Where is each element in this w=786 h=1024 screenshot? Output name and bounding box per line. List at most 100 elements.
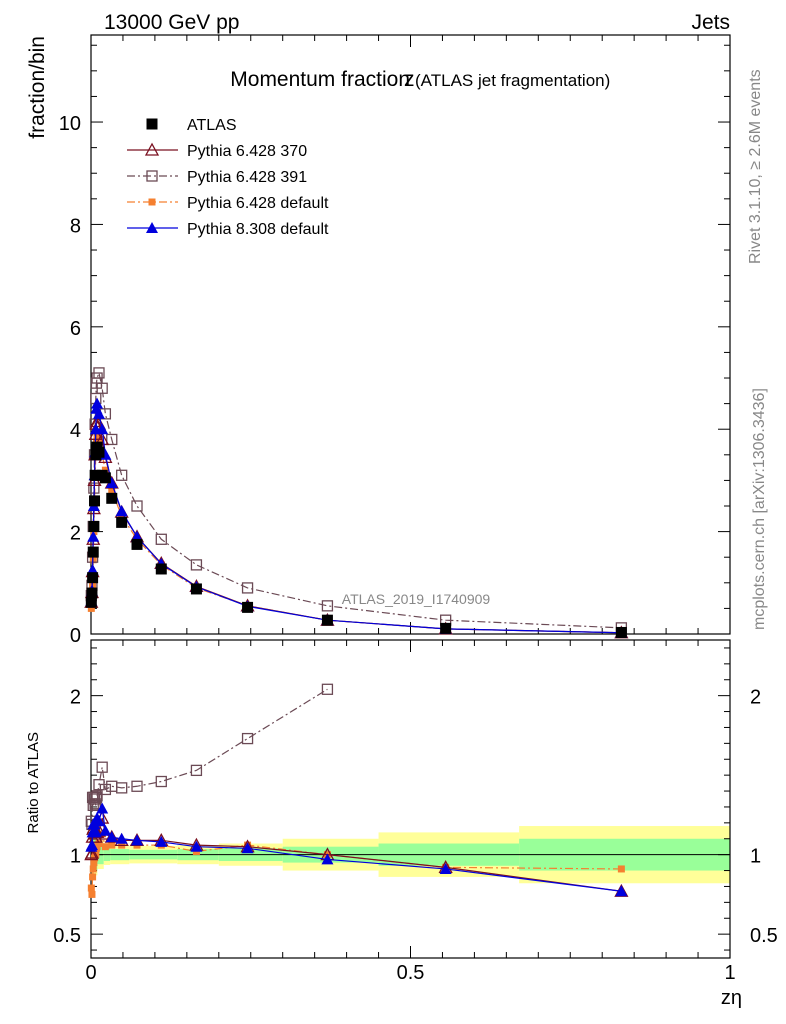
data-point-pythia-6-428-default	[108, 487, 116, 495]
ratio-point-pythia-6-428-391	[190, 764, 203, 777]
data-point-atlas	[615, 626, 627, 638]
ratio-point-pythia-6-428-391	[131, 780, 143, 792]
rivet-label: Rivet 3.1.10, ≥ 2.6M events	[747, 69, 764, 264]
y-tick-label: 6	[70, 318, 81, 340]
y-tick-label: 0.5	[750, 925, 778, 947]
ratio-point-pythia-6-428-default	[89, 865, 97, 873]
ratio-point-pythia-8-308-default	[96, 802, 109, 814]
data-point-atlas	[242, 601, 254, 613]
data-point-atlas	[116, 516, 128, 528]
ratio-y-axis-label: Ratio to ATLAS	[25, 732, 42, 833]
data-point-atlas	[131, 538, 143, 550]
x-tick-label: 0.5	[397, 962, 425, 984]
data-point-atlas	[99, 472, 111, 484]
chart-title-sub: (ATLAS jet fragmentation)	[415, 71, 610, 90]
ratio-point-pythia-6-428-391	[155, 775, 167, 788]
ratio-point-pythia-6-428-391	[241, 732, 254, 745]
ratio-point-pythia-8-308-default	[131, 834, 144, 846]
data-point-pythia-8-308-default	[91, 397, 104, 409]
legend-marker-pythia-6-428-default	[148, 198, 156, 206]
ratio-point-pythia-8-308-default	[105, 831, 118, 843]
data-point-pythia-6-428-default	[87, 604, 95, 612]
chart-title-z: z	[404, 68, 415, 91]
legend-marker-pythia-6-428-391	[146, 170, 158, 182]
legend: ATLAS Pythia 6.428 370 Pythia 6.428 391 Pyt…	[127, 117, 329, 238]
mcplots-label: mcplots.cern.ch [arXiv:1306.3436]	[751, 388, 768, 630]
data-point-pythia-8-308-default	[96, 423, 109, 435]
y-tick-label: 0.5	[53, 925, 81, 947]
ratio-point-pythia-6-428-391	[96, 761, 108, 773]
data-point-atlas	[87, 572, 99, 584]
chart-title-main: Momentum fraction	[230, 68, 410, 91]
y-tick-label: 2	[70, 523, 81, 545]
plot-border	[90, 639, 731, 959]
ratio-point-pythia-6-428-default	[87, 884, 95, 892]
ratio-point-pythia-8-308-default	[92, 815, 105, 827]
y-tick-label: 0	[70, 625, 81, 647]
ratio-point-pythia-8-308-default	[321, 853, 334, 865]
legend-marker-pythia-6-428-370	[144, 142, 160, 156]
ratio-point-pythia-6-428-default	[108, 841, 116, 849]
ratio-point-pythia-8-308-default	[439, 862, 452, 874]
data-point-atlas	[88, 520, 100, 532]
data-point-atlas	[440, 622, 452, 634]
data-point-atlas	[93, 446, 105, 458]
ratio-point-pythia-6-428-default	[617, 865, 625, 873]
legend-label-pythia-8-308-default: Pythia 8.308 default	[187, 221, 329, 238]
ratio-plot-frame: 0.5 0.51 12 20 0.5 1	[53, 639, 778, 984]
ratio-point-pythia-6-428-default	[88, 890, 96, 898]
ratio-point-pythia-8-308-default	[190, 840, 203, 852]
ratio-point-pythia-6-428-default	[90, 859, 98, 867]
ratio-point-pythia-8-308-default	[89, 826, 102, 838]
data-point-pythia-6-428-391	[131, 500, 143, 512]
analysis-label: ATLAS_2019_I1740909	[342, 591, 491, 607]
ratio-point-pythia-6-428-391	[106, 780, 118, 792]
data-point-atlas	[89, 495, 101, 507]
x-tick-label: 1	[724, 962, 735, 984]
ratio-point-pythia-6-428-default	[95, 840, 103, 848]
energy-label: 13000 GeV pp	[104, 11, 239, 34]
data-point-atlas	[89, 469, 101, 481]
data-point-pythia-6-428-391	[155, 533, 167, 545]
ratio-point-pythia-6-428-370	[84, 845, 100, 859]
y-tick-label: 1	[750, 846, 761, 868]
ratio-point-pythia-6-428-391	[321, 683, 334, 695]
data-point-pythia-6-428-391	[116, 469, 128, 481]
ratio-point-pythia-6-428-391	[116, 782, 128, 794]
legend-label-atlas: ATLAS	[187, 117, 237, 134]
x-tick-label: 0	[85, 962, 96, 984]
ratio-point-pythia-8-308-default	[115, 832, 128, 844]
legend-marker-atlas	[146, 118, 158, 130]
data-point-pythia-8-308-default	[105, 476, 118, 488]
legend-marker-pythia-8-308-default	[146, 222, 158, 233]
main-plot-frame: 0 2 4 6 8 10	[59, 34, 731, 647]
ratio-point-pythia-8-308-default	[99, 824, 112, 836]
y-tick-label: 2	[70, 687, 81, 709]
data-point-pythia-6-428-391	[93, 367, 105, 379]
data-point-pythia-6-428-391	[241, 582, 254, 594]
ratio-point-pythia-6-428-391	[91, 790, 103, 802]
legend-label-pythia-6-428-370: Pythia 6.428 370	[187, 143, 307, 160]
y-tick-label: 1	[70, 846, 81, 868]
data-point-atlas	[155, 563, 167, 575]
data-point-pythia-6-428-default	[118, 512, 126, 520]
data-point-atlas	[106, 492, 118, 504]
data-point-atlas	[86, 587, 98, 599]
ratio-point-pythia-6-428-391	[99, 783, 112, 796]
ratio-point-pythia-8-308-default	[241, 842, 254, 854]
legend-label-pythia-6-428-391: Pythia 6.428 391	[187, 169, 307, 186]
data-point-pythia-8-308-default	[115, 505, 128, 517]
y-tick-label: 4	[70, 420, 81, 442]
ratio-line-pythia-6-428-391	[90, 688, 328, 825]
y-axis-label: fraction/bin	[26, 36, 49, 139]
data-point-atlas	[190, 583, 202, 595]
ratio-point-pythia-6-428-default	[89, 873, 97, 881]
series-line-pythia-6-428-391	[90, 370, 622, 629]
legend-label-pythia-6-428-default: Pythia 6.428 default	[187, 195, 329, 212]
data-point-pythia-8-308-default	[87, 530, 100, 542]
data-point-pythia-6-428-391	[321, 600, 334, 612]
y-tick-label: 8	[70, 215, 81, 237]
data-point-pythia-6-428-391	[96, 382, 108, 394]
data-point-atlas	[85, 596, 97, 608]
